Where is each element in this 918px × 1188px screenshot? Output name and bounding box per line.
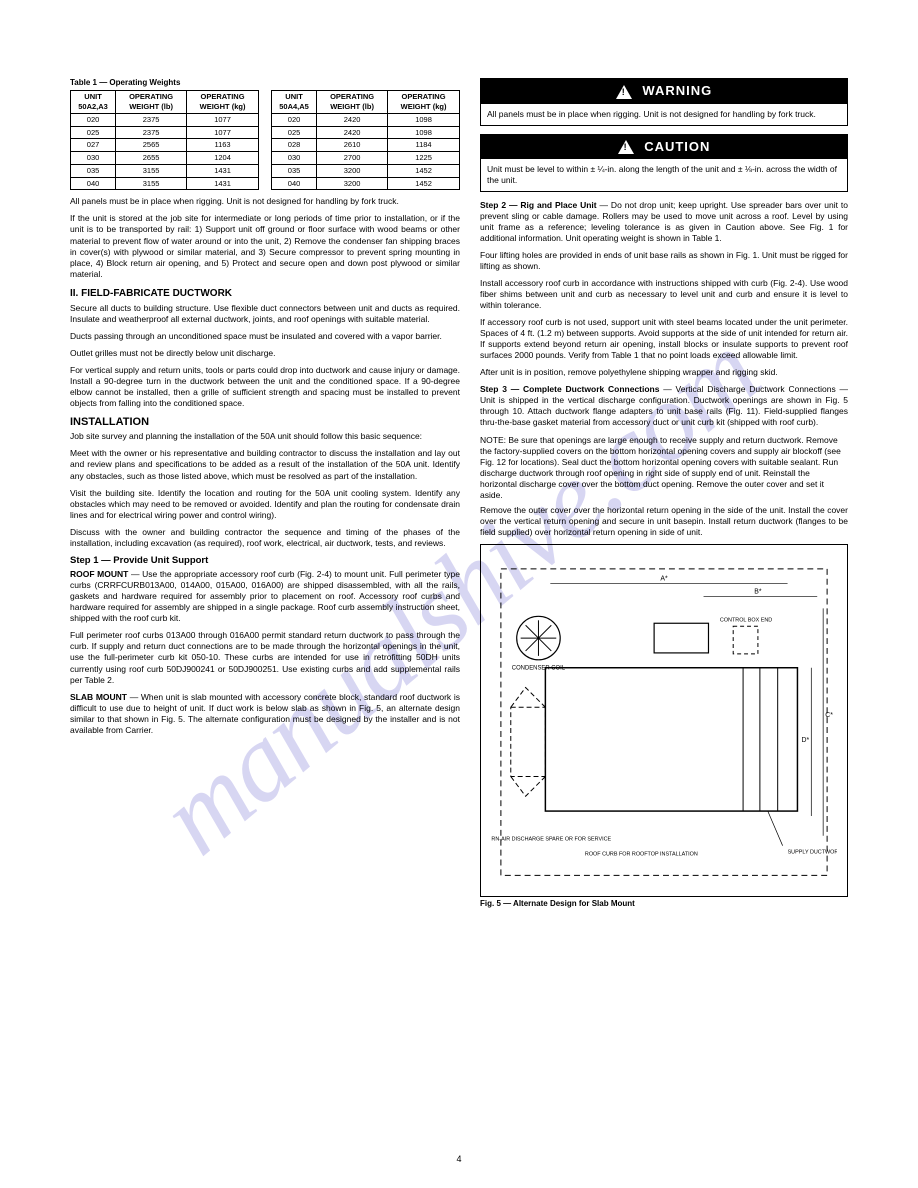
table-row: 03027001225 — [272, 152, 460, 165]
table-row: 02725651163 — [71, 139, 259, 152]
caution-header: CAUTION — [481, 135, 847, 160]
step2-p3: Install accessory roof curb in accordanc… — [480, 278, 848, 311]
table-row: 03531551431 — [71, 164, 259, 177]
svg-text:A*: A* — [660, 576, 668, 583]
warning-body: All panels must be in place when rigging… — [481, 104, 847, 125]
svg-text:ALTERNATE RETURN-AIR DISCHARGE: ALTERNATE RETURN-AIR DISCHARGE SPARE OR … — [491, 837, 612, 843]
right-column: WARNING All panels must be in place when… — [480, 78, 848, 910]
warning-box: WARNING All panels must be in place when… — [480, 78, 848, 126]
note-1: NOTE: Be sure that openings are large en… — [480, 435, 848, 501]
t1-h2: OPERATING WEIGHT (lb) — [116, 91, 187, 114]
step2-p2: Four lifting holes are provided in ends … — [480, 250, 848, 272]
step3-heading: Step 3 — Complete Ductwork Connections — [480, 384, 659, 394]
warning-header: WARNING — [481, 79, 847, 104]
page-number: 4 — [456, 1154, 461, 1164]
table-row: 02524201098 — [272, 126, 460, 139]
table-row: 02023751077 — [71, 113, 259, 126]
page-content: Table 1 — Operating Weights UNIT 50A2,A3… — [0, 0, 918, 940]
figure-5-caption: Fig. 5 — Alternate Design for Slab Mount — [480, 899, 848, 909]
preinstall-heading: II. FIELD-FABRICATE DUCTWORK — [70, 287, 460, 300]
installation-heading: INSTALLATION — [70, 415, 460, 429]
t2-h3: OPERATING WEIGHT (kg) — [388, 91, 460, 114]
table-1-caption: Table 1 — Operating Weights — [70, 78, 460, 88]
left-para-6: For vertical supply and return units, to… — [70, 365, 460, 409]
caution-label: CAUTION — [644, 139, 710, 154]
svg-text:ROOF CURB FOR ROOFTOP INSTALLA: ROOF CURB FOR ROOFTOP INSTALLATION — [585, 851, 698, 857]
table-row: 03026551204 — [71, 152, 259, 165]
weights-table-2: UNIT 50A4,A5 OPERATING WEIGHT (lb) OPERA… — [271, 90, 460, 190]
table-row: 02826101184 — [272, 139, 460, 152]
left-para-1: All panels must be in place when rigging… — [70, 196, 460, 207]
left-para-5: Outlet grilles must not be directly belo… — [70, 348, 460, 359]
figure-5-svg: A* B* C* D* CONDENSER COIL — [491, 559, 837, 885]
step3-p3: Remove the outer cover over the horizont… — [480, 505, 848, 538]
t2-h1: UNIT 50A4,A5 — [272, 91, 317, 114]
roof-mount-text: — Use the appropriate accessory roof cur… — [70, 569, 460, 623]
left-para-4: Ducts passing through an unconditioned s… — [70, 331, 460, 342]
tables-row: UNIT 50A2,A3 OPERATING WEIGHT (lb) OPERA… — [70, 90, 460, 190]
step2-p5: After unit is in position, remove polyet… — [480, 367, 848, 378]
t1-h1: UNIT 50A2,A3 — [71, 91, 116, 114]
step1-heading: Step 1 — Provide Unit Support — [70, 555, 460, 567]
left-para-10: Discuss with the owner and building cont… — [70, 527, 460, 549]
table-row: 03532001452 — [272, 164, 460, 177]
left-para-12: Full perimeter roof curbs 013A00 through… — [70, 630, 460, 685]
t2-h2: OPERATING WEIGHT (lb) — [317, 91, 388, 114]
warning-icon — [616, 85, 632, 99]
step2-heading: Step 2 — Rig and Place Unit — [480, 200, 597, 210]
roof-mount: ROOF MOUNT — Use the appropriate accesso… — [70, 569, 460, 624]
caution-icon — [618, 140, 634, 154]
svg-text:D*: D* — [802, 737, 810, 744]
slab-mount-text: — When unit is slab mounted with accesso… — [70, 692, 460, 735]
t1-h3: OPERATING WEIGHT (kg) — [187, 91, 259, 114]
svg-text:CONTROL BOX END: CONTROL BOX END — [720, 617, 772, 623]
left-para-3: Secure all ducts to building structure. … — [70, 303, 460, 325]
left-para-8: Meet with the owner or his representativ… — [70, 448, 460, 481]
table-row: 04031551431 — [71, 177, 259, 190]
step2-p4: If accessory roof curb is not used, supp… — [480, 317, 848, 361]
table-row: 04032001452 — [272, 177, 460, 190]
slab-mount-label: SLAB MOUNT — [70, 692, 127, 702]
caution-body: Unit must be level to within ± ¼-in. alo… — [481, 159, 847, 190]
table-row: 02024201098 — [272, 113, 460, 126]
left-column: Table 1 — Operating Weights UNIT 50A2,A3… — [70, 78, 460, 910]
step2: Step 2 — Rig and Place Unit — Do not dro… — [480, 200, 848, 244]
roof-mount-label: ROOF MOUNT — [70, 569, 128, 579]
left-para-7: Job site survey and planning the install… — [70, 431, 460, 442]
slab-mount: SLAB MOUNT — When unit is slab mounted w… — [70, 692, 460, 736]
svg-text:B*: B* — [754, 589, 762, 596]
weights-table-1: UNIT 50A2,A3 OPERATING WEIGHT (lb) OPERA… — [70, 90, 259, 190]
svg-text:C*: C* — [825, 712, 833, 719]
table-row: 02523751077 — [71, 126, 259, 139]
left-para-9: Visit the building site. Identify the lo… — [70, 488, 460, 521]
caution-box: CAUTION Unit must be level to within ± ¼… — [480, 134, 848, 192]
step3: Step 3 — Complete Ductwork Connections —… — [480, 384, 848, 428]
svg-text:SUPPLY DUCTWORK: SUPPLY DUCTWORK — [788, 850, 837, 856]
figure-5-box: A* B* C* D* CONDENSER COIL — [480, 544, 848, 897]
svg-text:CONDENSER COIL: CONDENSER COIL — [512, 666, 566, 672]
left-para-2: If the unit is stored at the job site fo… — [70, 213, 460, 279]
warning-label: WARNING — [642, 83, 712, 98]
